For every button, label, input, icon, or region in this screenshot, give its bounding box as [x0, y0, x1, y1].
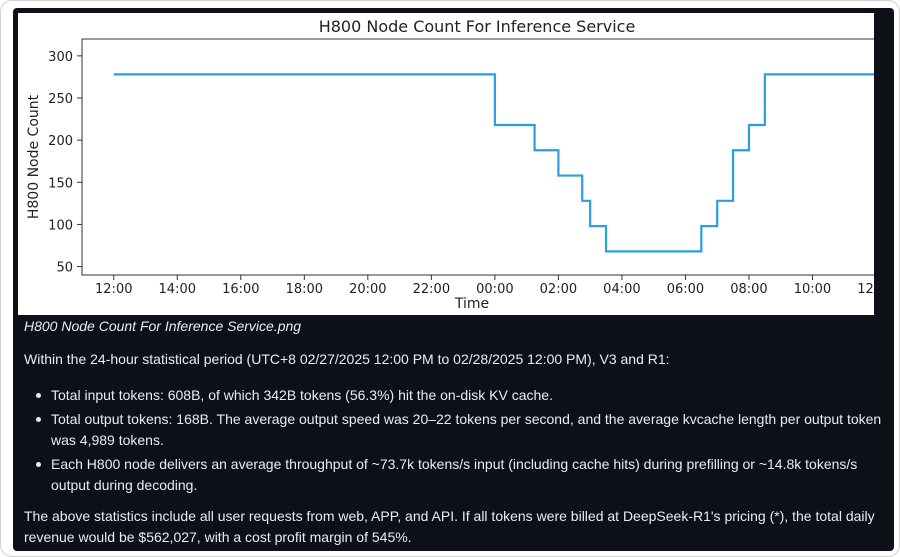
x-axis-label: Time	[454, 296, 489, 312]
stats-list: Total input tokens: 608B, of which 342B …	[24, 385, 884, 499]
chart-title: H800 Node Count For Inference Service	[319, 17, 636, 36]
x-tick-label: 06:00	[667, 282, 704, 297]
list-item: Total output tokens: 168B. The average o…	[24, 409, 884, 451]
y-tick-label: 100	[48, 218, 73, 233]
x-tick-label: 02:00	[540, 282, 577, 297]
y-tick-label: 250	[48, 92, 73, 107]
y-axis-label: H800 Node Count	[26, 94, 42, 219]
y-tick-label: 200	[48, 134, 73, 149]
x-tick-label: 20:00	[349, 282, 386, 297]
list-item: Each H800 node delivers an average throu…	[24, 454, 884, 496]
x-tick-label: 22:00	[413, 282, 450, 297]
x-tick-label: 12:00	[857, 282, 874, 297]
y-tick-label: 300	[48, 50, 73, 65]
closing-paragraph: The above statistics include all user re…	[24, 508, 875, 545]
y-tick-label: 50	[56, 261, 73, 276]
x-tick-label: 12:00	[95, 282, 132, 297]
x-tick-label: 18:00	[286, 282, 323, 297]
x-tick-label: 04:00	[603, 282, 640, 297]
x-tick-label: 08:00	[730, 282, 767, 297]
chart-figure: H800 Node Count For Inference Service 12:…	[18, 13, 874, 315]
content-panel: H800 Node Count For Inference Service 12:…	[13, 8, 894, 551]
x-tick-label: 16:00	[222, 282, 259, 297]
x-tick-label: 10:00	[794, 282, 831, 297]
list-item: Total input tokens: 608B, of which 342B …	[24, 385, 884, 406]
x-tick-label: 14:00	[159, 282, 196, 297]
x-tick-label: 00:00	[476, 282, 513, 297]
series-line	[113, 73, 874, 253]
image-caption: H800 Node Count For Inference Service.pn…	[24, 318, 302, 334]
plot-frame	[81, 38, 874, 276]
intro-paragraph: Within the 24-hour statistical period (U…	[24, 351, 670, 367]
y-tick-label: 150	[48, 176, 73, 191]
node-count-chart: H800 Node Count For Inference Service 12:…	[26, 17, 874, 312]
